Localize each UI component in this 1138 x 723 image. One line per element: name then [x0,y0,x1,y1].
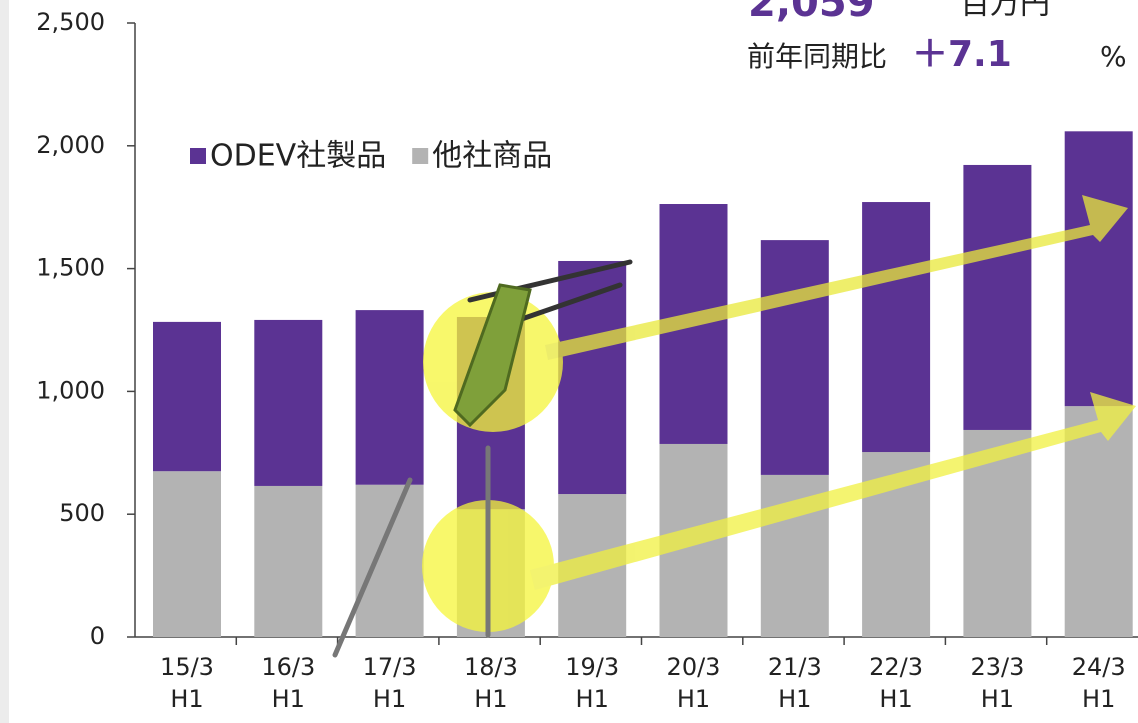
x-tick-label: 24/3 [1072,653,1126,681]
bar-segment [356,310,424,485]
bar-segment [254,320,322,486]
legend-label: ODEV社製品 [210,139,386,174]
x-tick-label: H1 [879,685,912,713]
side-strip [0,0,9,723]
yoy-suffix: % [1100,40,1127,73]
x-tick-label: H1 [373,685,406,713]
plot: 0 500 1,000 1,500 2,000 2,500 15/3 H1 16/3 H1 17/3… [36,8,1138,713]
yoy-prefix: 前年同期比 [747,40,887,73]
y-tick-label: 2,500 [36,8,105,36]
x-tick-label: H1 [1082,685,1115,713]
total-unit: 百万円 [960,0,1050,22]
total-value: 2,059 [748,0,875,26]
y-tick-label: 1,500 [36,254,105,282]
x-tick-label: 21/3 [768,653,822,681]
x-tick-label: H1 [981,685,1014,713]
bar-segment [1065,406,1133,637]
x-tick-label: 22/3 [869,653,923,681]
x-tick-label: 15/3 [160,653,214,681]
arrow [545,195,1128,360]
x-tick-label: H1 [576,685,609,713]
y-tick-label: 0 [90,622,105,650]
x-tick-label: 16/3 [261,653,315,681]
x-tick-label: 19/3 [565,653,619,681]
x-tick-label: H1 [272,685,305,713]
legend-swatch [190,148,206,164]
x-tick-label: H1 [778,685,811,713]
x-tick-label: 23/3 [970,653,1024,681]
bar-segment [153,322,221,471]
x-tick-label: H1 [677,685,710,713]
x-tick-label: 20/3 [667,653,721,681]
x-tick-label: H1 [474,685,507,713]
x-tick-label: H1 [170,685,203,713]
x-tick-label: 18/3 [464,653,518,681]
yoy-value: ＋7.1 [912,34,1012,75]
bar-segment [761,240,829,475]
bar-segment [862,202,930,452]
bar-segment [1065,131,1133,406]
y-tick-label: 2,000 [36,131,105,159]
legend-swatch [412,148,428,164]
y-tick-label: 1,000 [36,376,105,404]
x-tick-label: 17/3 [363,653,417,681]
bar-segment [254,486,322,637]
y-tick-label: 500 [59,499,105,527]
bar-segment [356,485,424,637]
legend-label: 他社商品 [432,139,552,174]
chart: 0 500 1,000 1,500 2,000 2,500 15/3 H1 16/3 H1 17/3… [0,0,1138,723]
bar-segment [963,165,1031,430]
bar-segment [153,471,221,637]
